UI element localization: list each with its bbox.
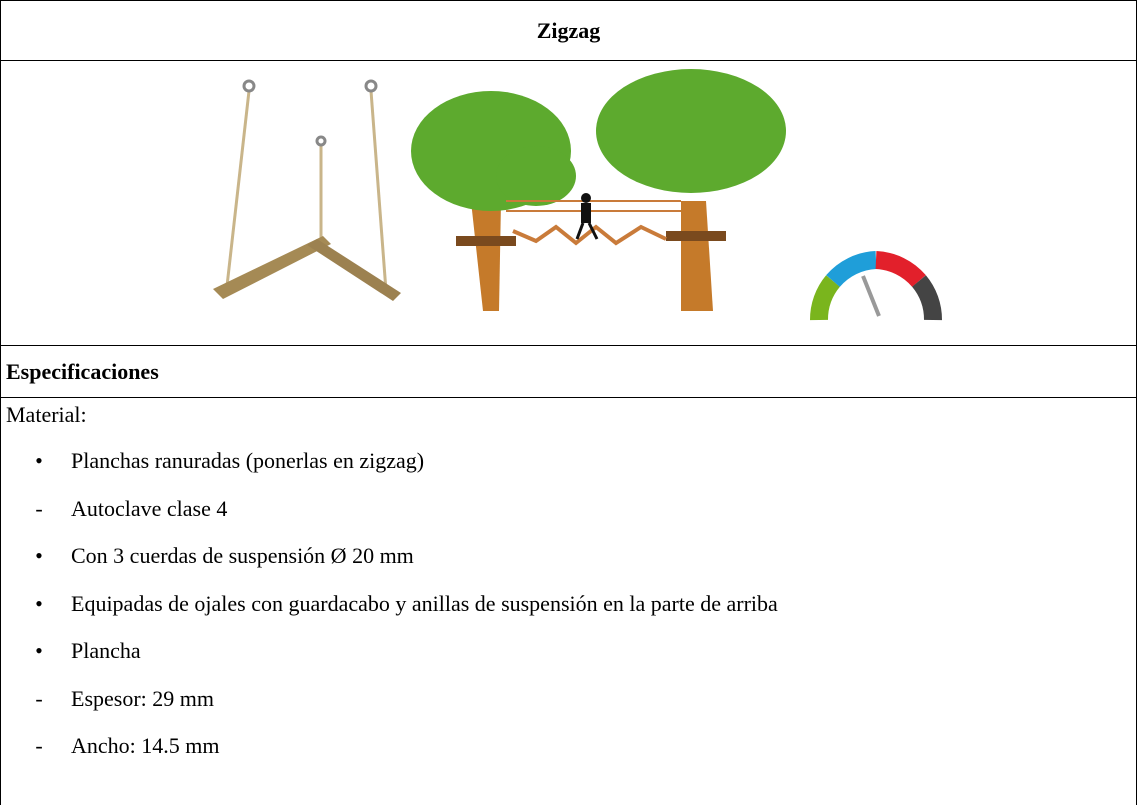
spec-item: • Equipadas de ojales con guardacabo y an… — [1, 591, 1136, 639]
specs-cell: Material: • Planchas ranuradas (ponerlas … — [0, 397, 1137, 805]
title: Zigzag — [0, 0, 1137, 61]
bullet: - — [35, 733, 43, 758]
bridge — [506, 200, 681, 246]
spec-text: Equipadas de ojales con guardacabo y ani… — [71, 590, 778, 616]
spec-item: - Ancho: 14.5 mm — [1, 733, 1136, 781]
illustration — [213, 69, 943, 321]
spec-text: Autoclave clase 4 — [71, 495, 228, 521]
illustration-cell — [0, 60, 1137, 346]
difficulty-gauge — [809, 251, 943, 321]
bullet: - — [35, 685, 43, 711]
spec-item: • Con 3 cuerdas de suspensión Ø 20 mm — [1, 543, 1136, 591]
bullet: • — [35, 543, 43, 568]
bullet: - — [35, 495, 43, 521]
bullet: • — [35, 590, 43, 616]
trees — [411, 69, 786, 311]
swing — [225, 79, 388, 292]
bullet: • — [35, 638, 43, 663]
section-heading: Especificaciones — [0, 345, 1137, 398]
spec-item: • Planchas ranuradas (ponerlas en zigzag) — [1, 448, 1136, 496]
intro: Material: — [6, 402, 87, 427]
spec-text: Planchas ranuradas (ponerlas en zigzag) — [71, 448, 425, 473]
spec-text: Plancha — [71, 638, 141, 663]
plank — [213, 236, 331, 299]
person — [575, 193, 599, 240]
spec-item: - Espesor: 29 mm — [1, 686, 1136, 734]
spec-text: Ancho: 14.5 mm — [71, 733, 220, 758]
spec-text: Con 3 cuerdas de suspensión Ø 20 mm — [71, 543, 414, 568]
plank — [307, 239, 401, 301]
spec-item: • Plancha — [1, 638, 1136, 686]
spec-item: - Autoclave clase 4 — [1, 496, 1136, 544]
bullet: • — [35, 448, 43, 473]
spec-list: • Planchas ranuradas (ponerlas en zigzag)… — [1, 448, 1136, 781]
spec-text: Espesor: 29 mm — [71, 685, 214, 711]
